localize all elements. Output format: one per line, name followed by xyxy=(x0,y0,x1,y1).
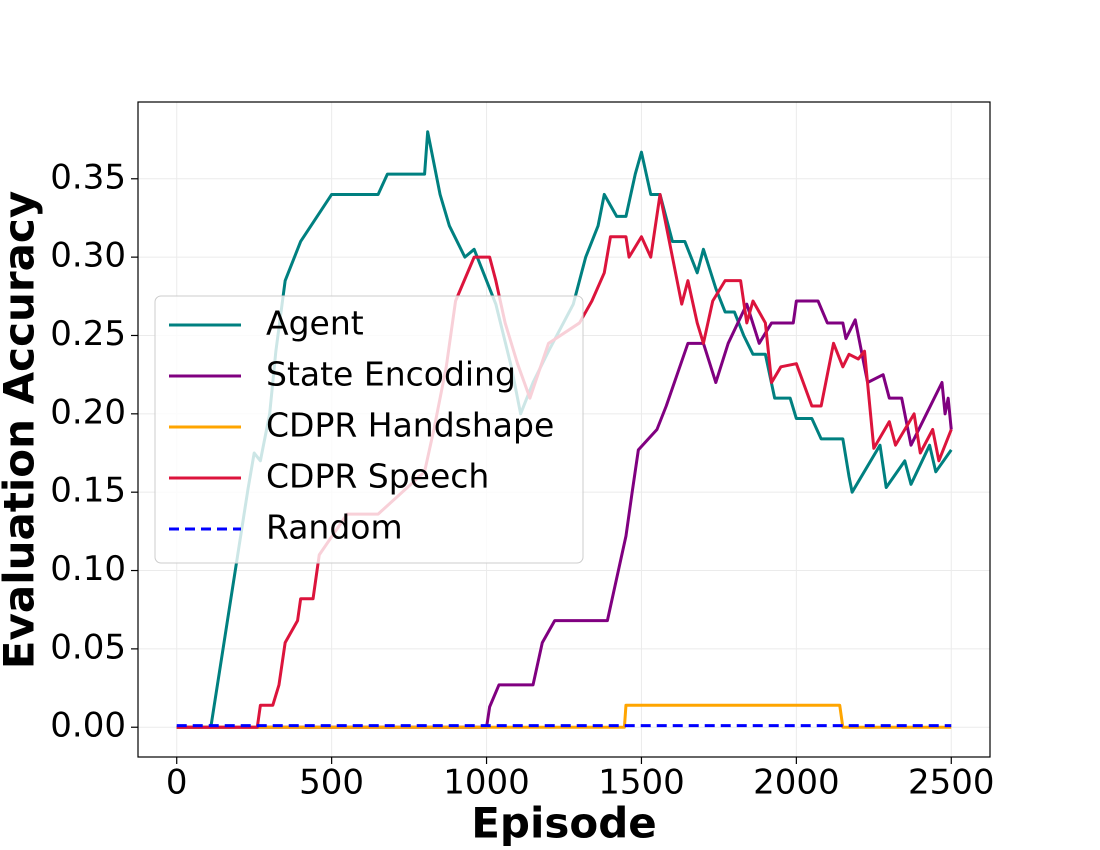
x-tick-label: 2000 xyxy=(753,763,840,803)
series-line xyxy=(176,130,953,729)
y-tick-label: 0.20 xyxy=(50,392,126,432)
legend-label: CDPR Handshape xyxy=(266,406,554,445)
x-tick-label: 2500 xyxy=(908,763,995,803)
y-tick-label: 0.35 xyxy=(50,157,126,197)
plot-frame xyxy=(137,101,991,758)
legend-label: State Encoding xyxy=(266,355,516,394)
legend: Agent State Encoding CDPR Handshape CDPR Sp… xyxy=(154,295,584,564)
y-tick-label: 0.30 xyxy=(50,236,126,276)
y-axis-label: Evaluation Accuracy xyxy=(0,191,44,669)
y-tick-label: 0.00 xyxy=(50,706,126,746)
series-line xyxy=(176,299,953,729)
x-tick-label: 1500 xyxy=(598,763,685,803)
ticks: 0 500 1000 1500 2000 2500 0.00 0.05 0.10 0.15 0.20… xyxy=(50,157,994,802)
series-line xyxy=(176,703,952,729)
plot-lines xyxy=(176,130,953,729)
x-tick-label: 0 xyxy=(166,763,188,803)
y-tick-label: 0.15 xyxy=(50,471,126,511)
legend-label: Random xyxy=(266,508,403,547)
y-tick-label: 0.25 xyxy=(50,314,126,354)
legend-label: CDPR Speech xyxy=(266,457,489,496)
x-tick-label: 1000 xyxy=(443,763,530,803)
legend-box xyxy=(154,295,584,564)
legend-label: Agent xyxy=(266,304,364,343)
x-axis-label: Episode xyxy=(471,799,657,848)
y-tick-label: 0.10 xyxy=(50,549,126,589)
y-tick-label: 0.05 xyxy=(50,627,126,667)
x-tick-label: 500 xyxy=(299,763,364,803)
